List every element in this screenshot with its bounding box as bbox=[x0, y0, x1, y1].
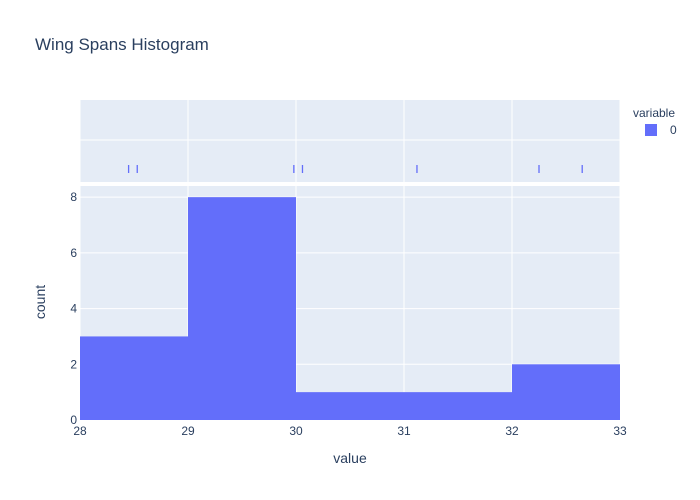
histogram-bar[interactable] bbox=[404, 392, 512, 420]
y-tick-label: 0 bbox=[70, 413, 77, 427]
y-axis-ticks: 0 2 4 6 8 bbox=[70, 190, 77, 427]
legend-entry-label[interactable]: 0 bbox=[670, 123, 677, 137]
legend-swatch[interactable] bbox=[645, 124, 657, 136]
x-axis-ticks: 28 29 30 31 32 33 bbox=[73, 424, 627, 438]
histogram-bar[interactable] bbox=[512, 364, 620, 420]
y-axis-title: count bbox=[32, 285, 48, 319]
legend-items[interactable]: 0 bbox=[645, 123, 677, 137]
histogram-bar[interactable] bbox=[296, 392, 404, 420]
chart-title: Wing Spans Histogram bbox=[35, 35, 209, 54]
histogram-bar[interactable] bbox=[188, 197, 296, 420]
y-tick-label: 4 bbox=[70, 302, 77, 316]
legend[interactable]: variable 0 bbox=[633, 106, 677, 137]
y-tick-label: 8 bbox=[70, 190, 77, 204]
y-tick-label: 6 bbox=[70, 246, 77, 260]
main-plot-area bbox=[79, 186, 621, 421]
rug-background bbox=[80, 100, 620, 182]
x-axis-title: value bbox=[333, 450, 367, 466]
histogram-bar[interactable] bbox=[80, 336, 188, 420]
x-tick-label: 32 bbox=[505, 424, 519, 438]
legend-title: variable bbox=[633, 106, 675, 120]
x-tick-label: 28 bbox=[73, 424, 87, 438]
y-tick-label: 2 bbox=[70, 357, 77, 371]
rug-panel bbox=[79, 100, 621, 182]
x-tick-label: 31 bbox=[397, 424, 411, 438]
x-tick-label: 33 bbox=[613, 424, 627, 438]
x-tick-label: 29 bbox=[181, 424, 195, 438]
x-tick-label: 30 bbox=[289, 424, 303, 438]
